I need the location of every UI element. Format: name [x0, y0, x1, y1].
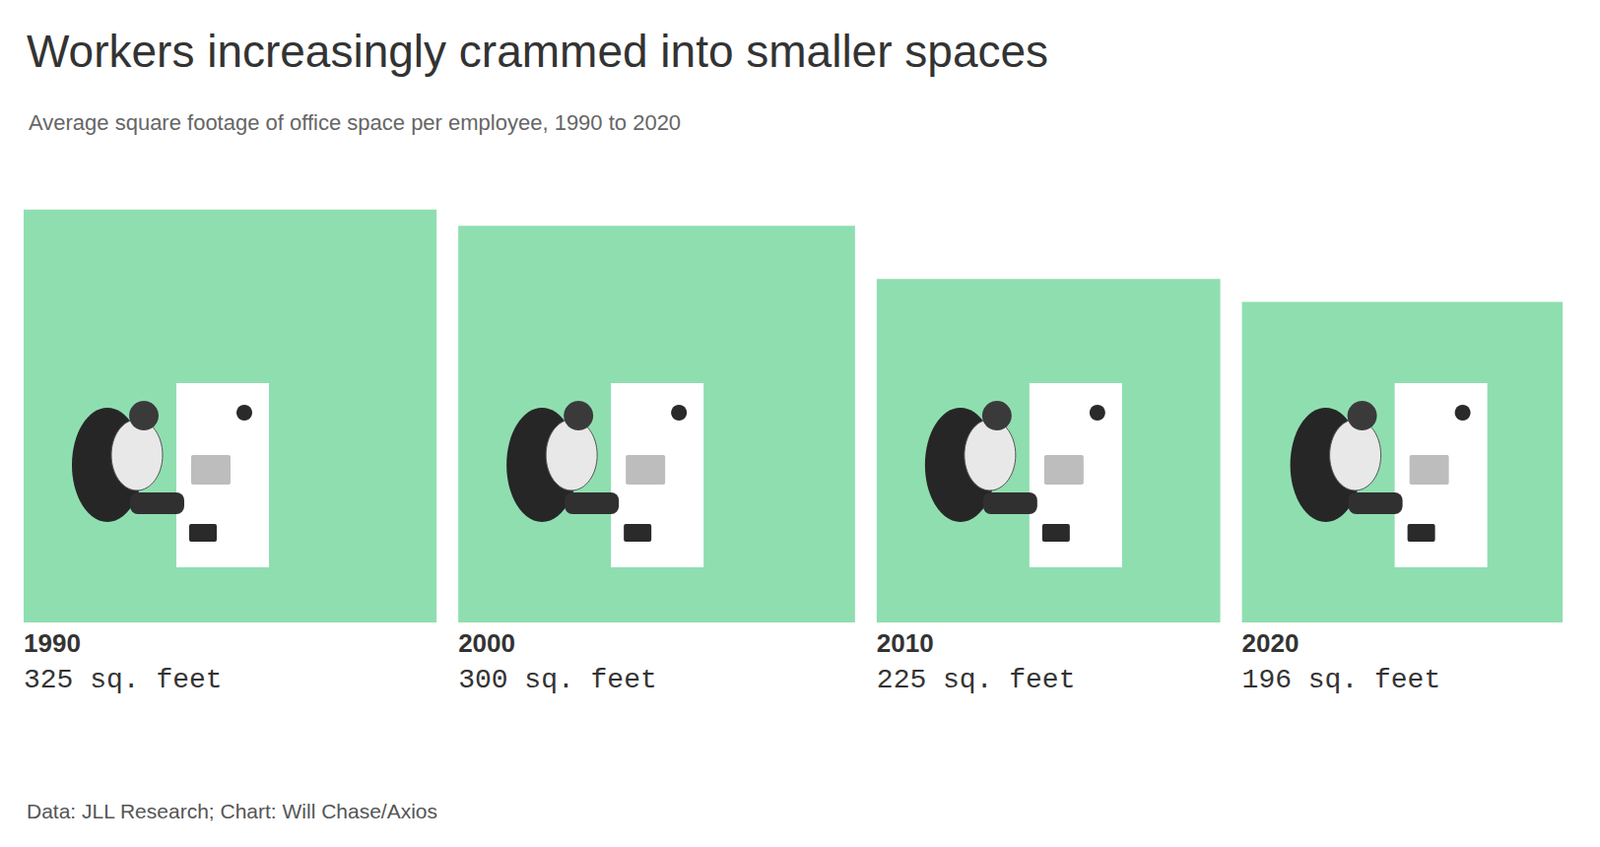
svg-text:225 sq. feet: 225 sq. feet: [876, 665, 1076, 696]
svg-text:300 sq. feet: 300 sq. feet: [458, 665, 658, 696]
svg-text:Data: JLL Research; Chart: Wil: Data: JLL Research; Chart: Will Chase/Ax…: [26, 800, 438, 823]
svg-text:2010: 2010: [876, 628, 934, 659]
svg-text:2020: 2020: [1242, 628, 1300, 659]
svg-text:Average square footage of offi: Average square footage of office space p…: [28, 110, 681, 135]
svg-text:2000: 2000: [458, 628, 516, 659]
svg-text:196 sq. feet: 196 sq. feet: [1242, 665, 1442, 696]
svg-text:1990: 1990: [23, 628, 81, 659]
svg-text:Workers increasingly crammed i: Workers increasingly crammed into smalle…: [26, 25, 1049, 77]
svg-text:325 sq. feet: 325 sq. feet: [23, 665, 223, 696]
